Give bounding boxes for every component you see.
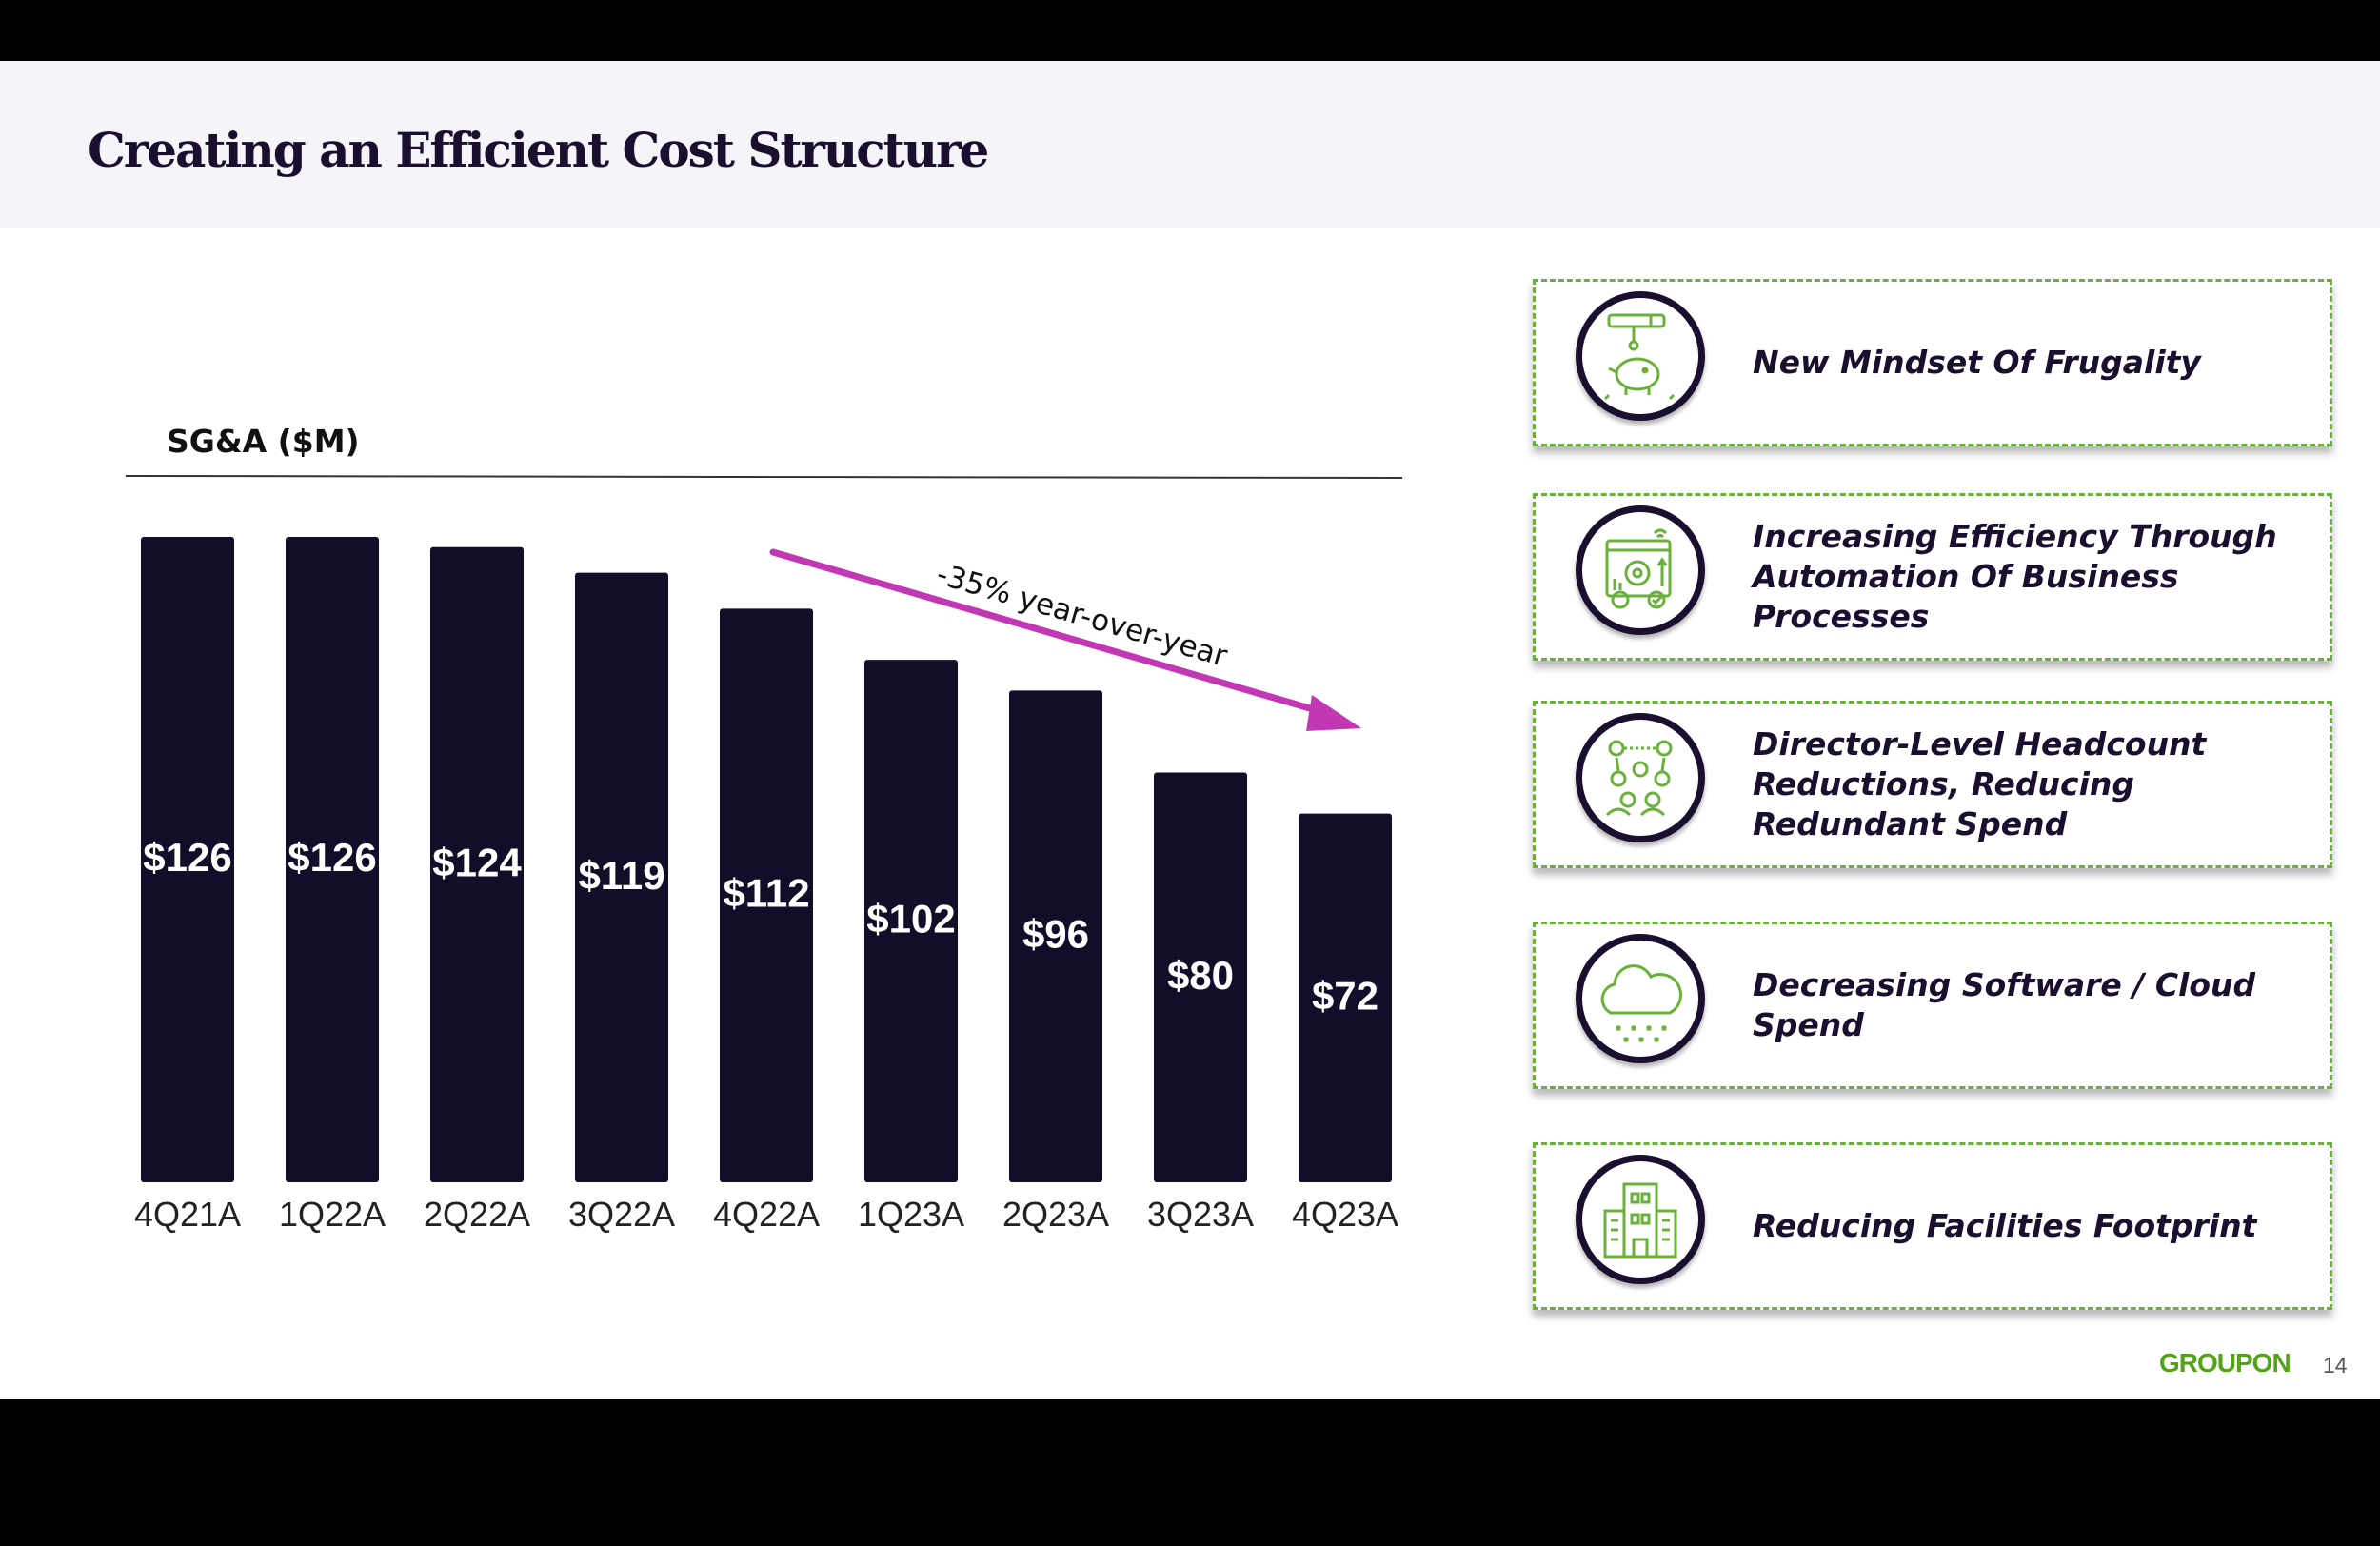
team-network-icon — [1605, 740, 1673, 817]
x-tick-label: 3Q22A — [568, 1195, 675, 1234]
bar-3Q22A — [575, 572, 668, 1182]
building-icon — [1603, 1182, 1677, 1259]
x-tick-label: 4Q21A — [134, 1195, 241, 1234]
data-label: $119 — [578, 853, 664, 898]
data-label: $112 — [723, 871, 809, 916]
icon-circle — [1576, 713, 1705, 842]
data-label: $126 — [288, 835, 376, 880]
title-band: Creating an Efficient Cost Structure — [0, 61, 2380, 228]
chart-title: SG&A ($M) — [167, 423, 360, 460]
bar-2Q23A — [1009, 690, 1102, 1182]
trend-arrow-line — [769, 548, 1337, 719]
data-label: $124 — [432, 840, 522, 884]
trend-arrow-head — [1306, 695, 1361, 731]
cloud-icon — [1600, 964, 1682, 1043]
piggy-bank-icon — [1603, 313, 1676, 401]
groupon-logo: GROUPON — [2159, 1348, 2291, 1378]
x-tick-label: 1Q23A — [858, 1195, 964, 1234]
x-tick-label: 4Q23A — [1292, 1195, 1398, 1234]
initiative-card-frugality: New Mindset Of Frugality — [1533, 279, 2332, 446]
initiative-label: New Mindset Of Frugality — [1753, 344, 2201, 381]
bar-1Q23A — [864, 660, 958, 1182]
bar-3Q23A — [1154, 772, 1247, 1182]
data-label: $126 — [143, 835, 231, 880]
automation-icon — [1605, 528, 1672, 609]
initiative-card-cloud: Decreasing Software / Cloud Spend — [1533, 922, 2332, 1089]
bar-4Q22A — [720, 608, 813, 1182]
icon-circle — [1576, 1155, 1705, 1284]
x-tick-label: 1Q22A — [279, 1195, 386, 1234]
data-label: $72 — [1312, 973, 1378, 1018]
icon-circle — [1576, 291, 1705, 421]
icon-circle — [1576, 505, 1705, 635]
x-tick-label: 2Q23A — [1002, 1195, 1109, 1234]
page-title: Creating an Efficient Cost Structure — [88, 122, 989, 178]
initiative-label: Increasing Efficiency Through Automation… — [1753, 518, 2277, 635]
icon-circle — [1576, 934, 1705, 1063]
x-tick-label: 4Q22A — [713, 1195, 820, 1234]
bar-4Q21A — [141, 537, 234, 1182]
initiative-label: Decreasing Software / Cloud Spend — [1753, 966, 2256, 1043]
initiative-label: Director-Level Headcount Reductions, Red… — [1753, 725, 2207, 842]
data-label: $102 — [866, 897, 955, 941]
title-rule — [125, 475, 1403, 479]
initiative-label: Reducing Facilities Footprint — [1753, 1207, 2257, 1244]
x-tick-label: 3Q23A — [1147, 1195, 1254, 1234]
sga-bar-chart: SG&A ($M) $126 4Q21A $126 1Q22A $124 2Q22A $119… — [125, 423, 1403, 1234]
slide: Creating an Efficient Cost Structure SG&… — [0, 61, 2380, 1399]
data-label: $80 — [1167, 953, 1234, 998]
trend-annotation: -35% year-over-year — [933, 557, 1232, 674]
bar-2Q22A — [430, 546, 524, 1182]
data-label: $96 — [1022, 912, 1089, 957]
initiative-card-automation: Increasing Efficiency Through Automation… — [1533, 493, 2332, 661]
initiative-card-facilities: Reducing Facilities Footprint — [1533, 1142, 2332, 1310]
initiative-card-headcount: Director-Level Headcount Reductions, Red… — [1533, 701, 2332, 868]
bar-1Q22A — [286, 537, 379, 1182]
bar-4Q23A — [1299, 813, 1392, 1182]
page-number: 14 — [2323, 1353, 2348, 1378]
x-tick-label: 2Q22A — [424, 1195, 530, 1234]
